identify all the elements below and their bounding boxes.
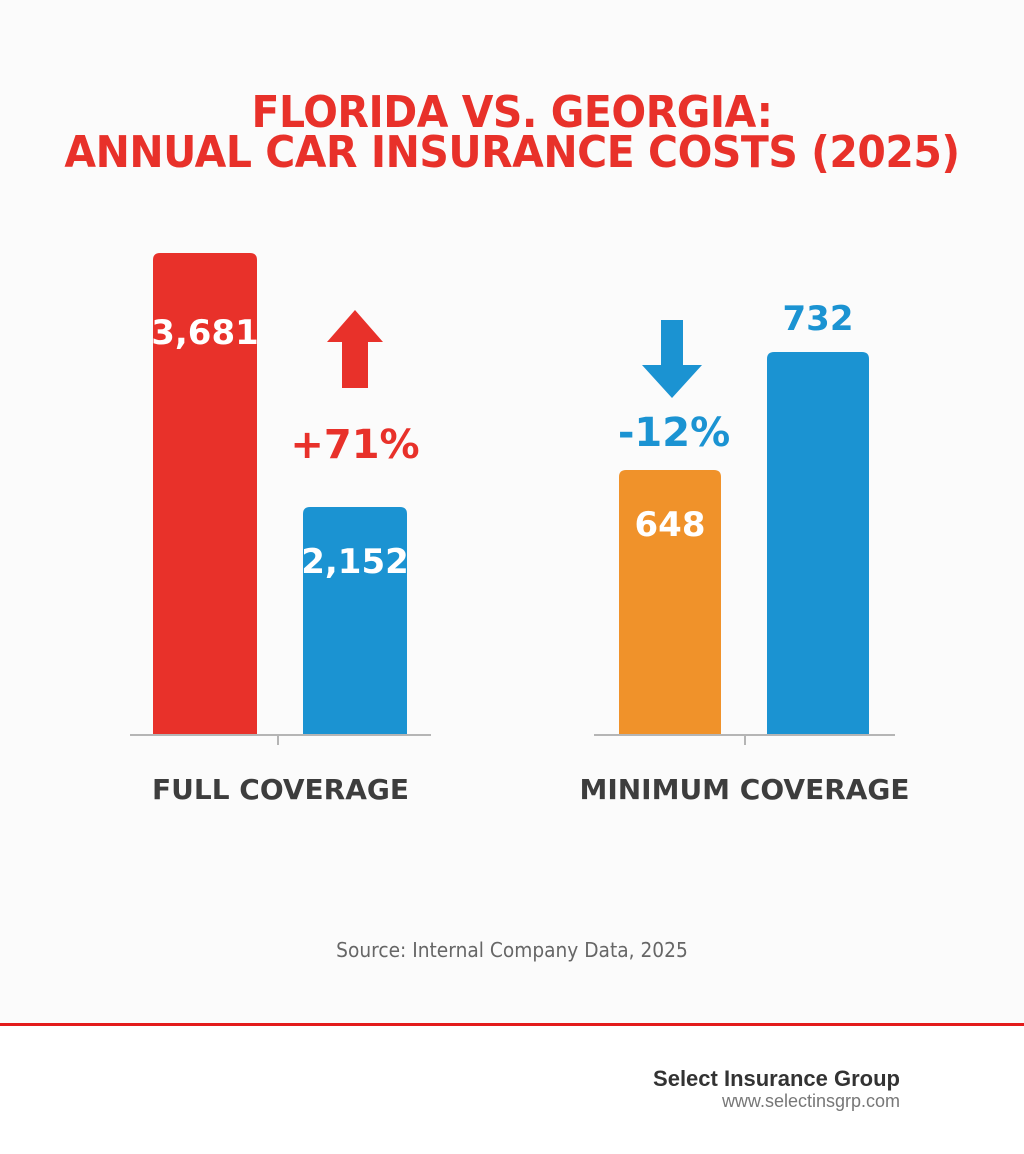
bar-value-label: 732 (783, 299, 854, 339)
bar-georgia (303, 506, 407, 734)
bar-value-label: 2,152 (301, 542, 409, 582)
category-label: FULL COVERAGE (152, 773, 409, 806)
brand-name: Select Insurance Group (653, 1066, 900, 1091)
bar-florida (619, 470, 721, 734)
percent-change-label: -12% (618, 410, 730, 456)
bar-value-label: 648 (635, 505, 706, 545)
category-label: MINIMUM COVERAGE (579, 773, 909, 806)
bar-value-label: 3,681 (151, 313, 259, 353)
brand-url[interactable]: www.selectinsgrp.com (721, 1091, 900, 1111)
chart-title: FLORIDA VS. GEORGIA: (251, 87, 773, 138)
footer-divider (0, 1023, 1024, 1026)
bar-florida (153, 253, 257, 734)
chart-canvas: 3,681 2,152 +71% FULL COVERAGE 648 732 -12% MIN… (130, 253, 910, 806)
percent-change-label: +71% (290, 422, 419, 468)
source-note: Source: Internal Company Data, 2025 (336, 938, 688, 962)
chart-subtitle: ANNUAL CAR INSURANCE COSTS (2025) (64, 127, 960, 178)
arrow-down-icon (642, 320, 702, 398)
bar-georgia (767, 352, 869, 734)
arrow-up-icon (327, 310, 383, 388)
footer (0, 1026, 1024, 1154)
